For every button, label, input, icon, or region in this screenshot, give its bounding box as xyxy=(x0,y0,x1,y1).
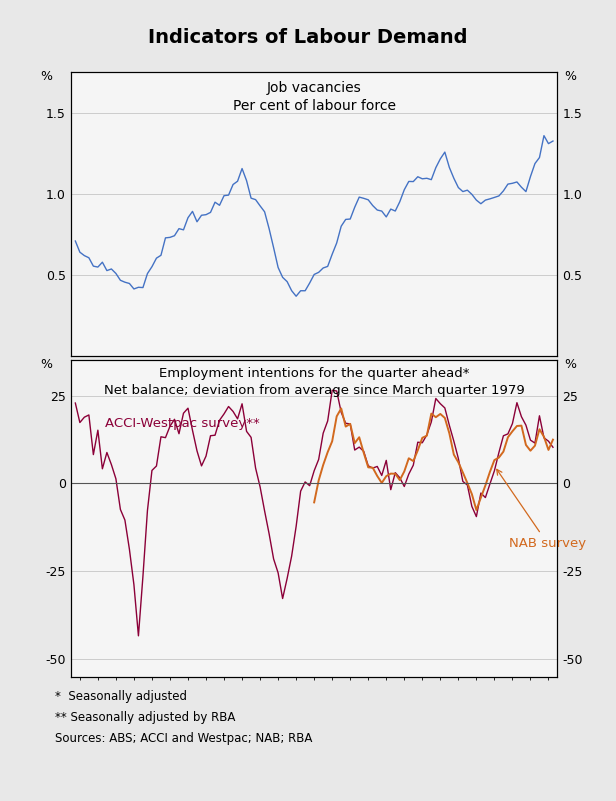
Text: Employment intentions for the quarter ahead*
Net balance; deviation from average: Employment intentions for the quarter ah… xyxy=(103,367,525,396)
Text: NAB survey: NAB survey xyxy=(496,469,586,549)
Text: %: % xyxy=(40,70,52,83)
Text: ** Seasonally adjusted by RBA: ** Seasonally adjusted by RBA xyxy=(55,711,236,724)
Text: %: % xyxy=(40,358,52,371)
Text: *  Seasonally adjusted: * Seasonally adjusted xyxy=(55,690,187,703)
Text: Sources: ABS; ACCI and Westpac; NAB; RBA: Sources: ABS; ACCI and Westpac; NAB; RBA xyxy=(55,732,313,745)
Text: Indicators of Labour Demand: Indicators of Labour Demand xyxy=(148,28,468,47)
Text: %: % xyxy=(564,358,576,371)
Text: %: % xyxy=(564,70,576,83)
Text: Job vacancies
Per cent of labour force: Job vacancies Per cent of labour force xyxy=(233,81,395,113)
Text: ACCI-Westpac survey**: ACCI-Westpac survey** xyxy=(105,417,260,430)
